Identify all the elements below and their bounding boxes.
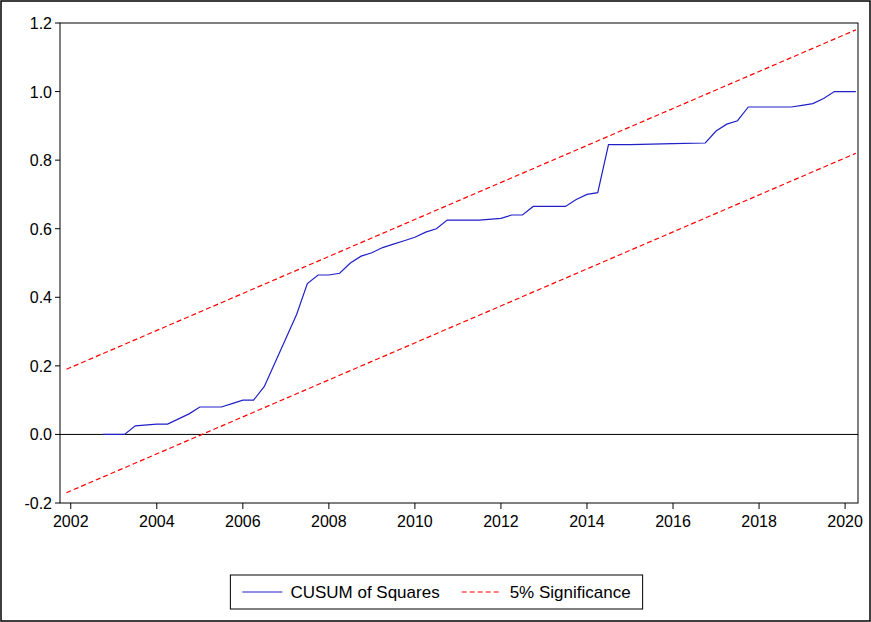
y-tick-label: 1.2 — [30, 15, 52, 32]
x-tick — [70, 503, 71, 509]
x-tick — [156, 503, 157, 509]
y-tick-label: 0.6 — [30, 221, 52, 238]
x-tick-label: 2006 — [225, 513, 261, 530]
y-tick-label: 1.0 — [30, 84, 52, 101]
y-tick-label: 0.2 — [30, 358, 52, 375]
outer-frame — [1, 1, 870, 621]
x-tick-label: 2012 — [483, 513, 519, 530]
x-tick-label: 2010 — [397, 513, 433, 530]
y-tick-label: 0.4 — [30, 289, 52, 306]
y-tick — [55, 297, 60, 298]
y-tick — [55, 365, 60, 366]
x-tick — [845, 503, 846, 509]
x-tick-label: 2016 — [655, 513, 691, 530]
legend: CUSUM of Squares 5% Significance — [230, 575, 642, 609]
plot-area — [60, 30, 858, 493]
y-tick — [55, 434, 60, 435]
x-tick — [242, 503, 243, 509]
series-line — [66, 153, 855, 492]
legend-label: CUSUM of Squares — [290, 583, 439, 602]
y-tick — [55, 503, 60, 504]
x-tick — [586, 503, 587, 509]
x-tick — [328, 503, 329, 509]
y-tick-label: 0.8 — [30, 152, 52, 169]
y-tick-label: 0.0 — [30, 426, 52, 443]
reference-line — [60, 434, 858, 435]
series-line — [103, 92, 856, 435]
x-tick-label: 2008 — [311, 513, 347, 530]
plot-frame — [60, 23, 858, 503]
legend-item: 5% Significance — [462, 583, 631, 602]
series-line — [66, 30, 855, 369]
x-tick — [414, 503, 415, 509]
x-tick-label: 2004 — [139, 513, 175, 530]
x-tick-label: 2014 — [569, 513, 605, 530]
x-tick-label: 2020 — [827, 513, 863, 530]
legend-box — [230, 575, 642, 609]
legend-swatch — [242, 591, 282, 592]
y-tick-label: -0.2 — [24, 495, 52, 512]
legend-item: CUSUM of Squares — [242, 583, 439, 602]
chart: -0.2 0.0 0.2 0.4 0.6 0.8 1.0 1.2 2002 2004 2006 200… — [0, 0, 871, 622]
x-tick — [673, 503, 674, 509]
y-tick — [55, 23, 60, 24]
x-tick — [759, 503, 760, 509]
y-tick — [55, 160, 60, 161]
legend-label: 5% Significance — [510, 583, 631, 602]
y-tick — [55, 91, 60, 92]
x-tick-label: 2002 — [53, 513, 89, 530]
x-tick-label: 2018 — [741, 513, 777, 530]
legend-swatch — [462, 591, 502, 592]
x-tick — [500, 503, 501, 509]
y-tick — [55, 228, 60, 229]
